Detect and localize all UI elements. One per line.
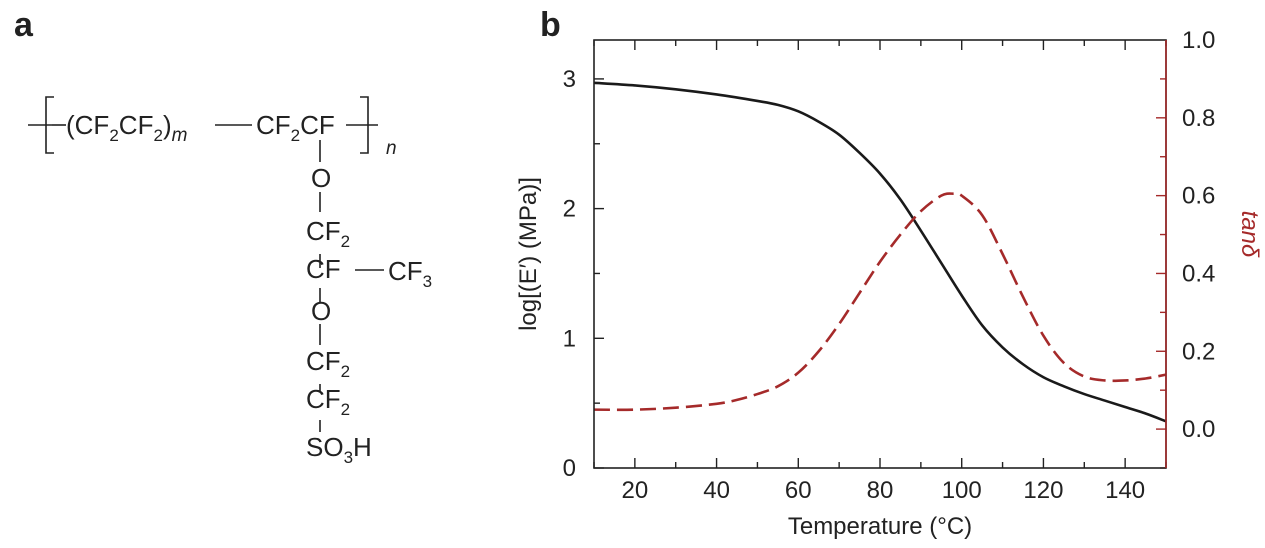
y-right-tick-label: 1.0 (1182, 27, 1215, 54)
cf2cf-group: CF2CF (256, 110, 335, 145)
y-right-tick-label: 0.0 (1182, 416, 1215, 443)
axis-ticks (593, 40, 1167, 469)
x-tick-label: 140 (1105, 477, 1145, 504)
y-right-tick-label: 0.6 (1182, 183, 1215, 210)
left-bracket (45, 96, 54, 154)
y-right-tick-label: 0.8 (1182, 105, 1215, 132)
x-tick-label: 120 (1023, 477, 1063, 504)
side-cf2-1: CF2 (306, 216, 350, 251)
panel-b-label: b (540, 6, 561, 44)
side-cf2-3: CF2 (306, 384, 350, 419)
x-axis-label: Temperature (°C) (788, 513, 972, 540)
log-modulus-line (593, 81, 1167, 423)
nafion-structure-diagram: (CF2CF2)m CF2CF n O CF2 CF CF3 O CF2 CF2… (28, 96, 432, 467)
panel-a-label: a (14, 6, 33, 44)
plot-frame (593, 39, 1167, 469)
side-cf3: CF3 (388, 256, 432, 291)
series-layer (593, 81, 1167, 423)
tan-delta-line (593, 192, 1167, 412)
structure-bonds (28, 96, 384, 432)
subscript-n: n (386, 138, 397, 159)
right-bracket (360, 96, 369, 154)
y-axis-right-label: tanδ (1236, 211, 1263, 258)
y-right-tick-label: 0.2 (1182, 338, 1215, 365)
y-left-tick-label: 2 (563, 196, 576, 223)
x-tick-label: 20 (622, 477, 649, 504)
side-o-1: O (311, 163, 331, 193)
backbone-group: (CF2CF2)m (66, 110, 187, 146)
y-right-tick-label: 0.4 (1182, 260, 1215, 287)
structure-text: (CF2CF2)m CF2CF n O CF2 CF CF3 O CF2 CF2… (66, 110, 432, 467)
y-left-tick-label: 3 (563, 66, 576, 93)
x-tick-label: 40 (703, 477, 730, 504)
side-cf2-2: CF2 (306, 346, 350, 381)
y-axis-left-label: log[(E′) (MPa)] (515, 177, 542, 331)
x-tick-label: 100 (942, 477, 982, 504)
x-tick-label: 60 (785, 477, 812, 504)
y-left-tick-label: 0 (563, 455, 576, 482)
tick-labels: 20 40 60 80 100 120 140 0 1 2 3 0.0 0.2 0.4 0.6 0.8 1.0 (563, 27, 1216, 504)
side-so3h: SO3H (306, 432, 372, 467)
side-o-2: O (311, 296, 331, 326)
y-left-tick-label: 1 (563, 325, 576, 352)
x-tick-label: 80 (867, 477, 894, 504)
dma-chart: 20 40 60 80 100 120 14001230.00.20.40.60.81.0 … (515, 27, 1263, 540)
side-cf: CF (306, 254, 341, 284)
